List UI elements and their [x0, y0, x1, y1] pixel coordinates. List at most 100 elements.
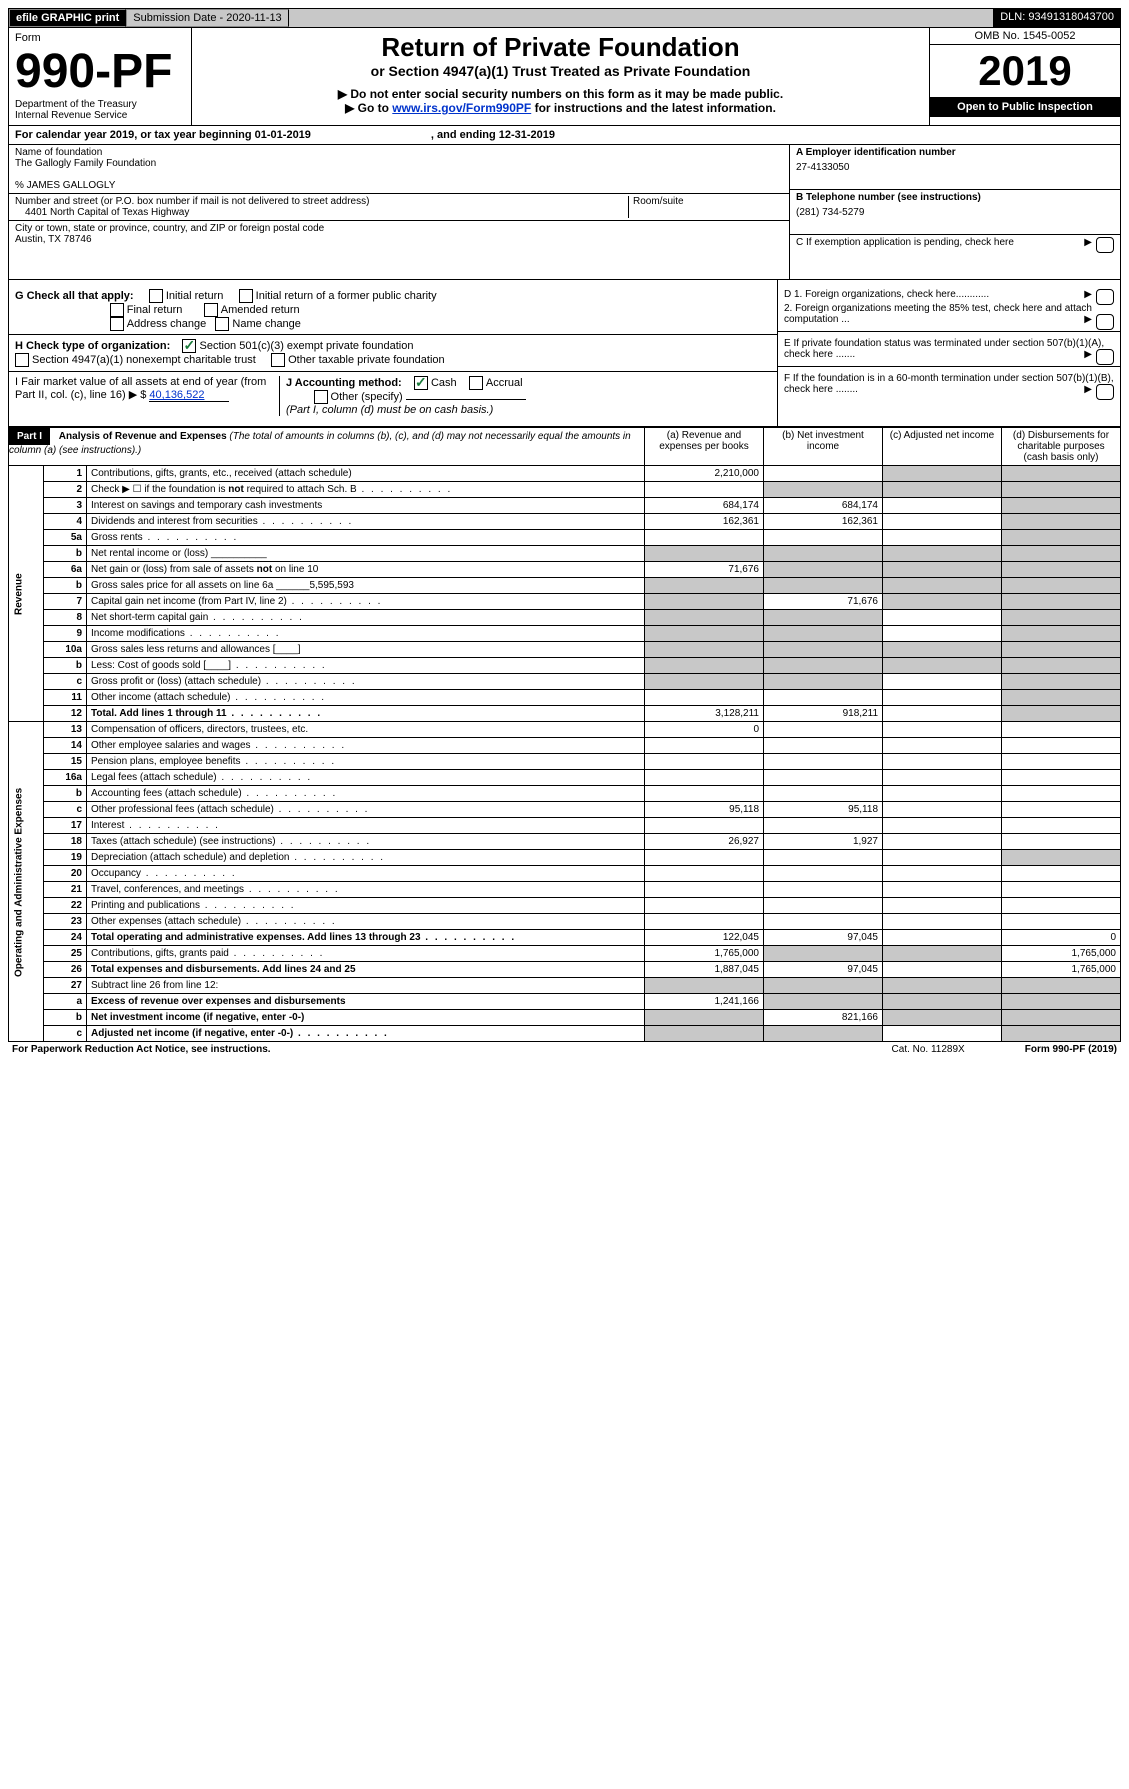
- table-row: 3Interest on savings and temporary cash …: [9, 498, 1121, 514]
- table-row: bNet investment income (if negative, ent…: [9, 1010, 1121, 1026]
- d2-checkbox[interactable]: [1096, 314, 1114, 330]
- d2-row: 2. Foreign organizations meeting the 85%…: [784, 303, 1114, 325]
- table-row: 10aGross sales less returns and allowanc…: [9, 642, 1121, 658]
- value-cell: [883, 818, 1002, 834]
- value-cell: [883, 946, 1002, 962]
- other-method-checkbox[interactable]: [314, 390, 328, 404]
- d2-label: 2. Foreign organizations meeting the 85%…: [784, 303, 1092, 325]
- value-cell: 1,887,045: [645, 962, 764, 978]
- amended-checkbox[interactable]: [204, 303, 218, 317]
- value-cell: 0: [1002, 930, 1121, 946]
- value-cell: [1002, 978, 1121, 994]
- line-description: Dividends and interest from securities: [87, 514, 645, 530]
- value-cell: [1002, 642, 1121, 658]
- table-row: 25Contributions, gifts, grants paid1,765…: [9, 946, 1121, 962]
- value-cell: [1002, 514, 1121, 530]
- part1-table: Part I Analysis of Revenue and Expenses …: [8, 427, 1121, 1042]
- cash-checkbox[interactable]: [414, 376, 428, 390]
- value-cell: [1002, 770, 1121, 786]
- table-row: bGross sales price for all assets on lin…: [9, 578, 1121, 594]
- other-taxable-checkbox[interactable]: [271, 353, 285, 367]
- opt-accrual: Accrual: [486, 377, 523, 389]
- j-label: J Accounting method:: [286, 377, 402, 389]
- efile-print-button[interactable]: efile GRAPHIC print: [9, 9, 126, 27]
- value-cell: [1002, 674, 1121, 690]
- value-cell: [645, 674, 764, 690]
- initial-former-checkbox[interactable]: [239, 289, 253, 303]
- table-row: bNet rental income or (loss) __________: [9, 546, 1121, 562]
- line-number: c: [44, 674, 87, 690]
- accrual-checkbox[interactable]: [469, 376, 483, 390]
- value-cell: [764, 850, 883, 866]
- f-checkbox[interactable]: [1096, 384, 1114, 400]
- d1-checkbox[interactable]: [1096, 289, 1114, 305]
- table-row: 24Total operating and administrative exp…: [9, 930, 1121, 946]
- part1-badge: Part I: [9, 428, 50, 445]
- line-number: 1: [44, 466, 87, 482]
- line-number: 10a: [44, 642, 87, 658]
- value-cell: [764, 738, 883, 754]
- value-cell: [764, 786, 883, 802]
- line-description: Other professional fees (attach schedule…: [87, 802, 645, 818]
- e-checkbox[interactable]: [1096, 349, 1114, 365]
- value-cell: [883, 898, 1002, 914]
- form990pf-link[interactable]: www.irs.gov/Form990PF: [392, 101, 531, 115]
- value-cell: 26,927: [645, 834, 764, 850]
- goto-post: for instructions and the latest informat…: [531, 101, 776, 115]
- 4947-checkbox[interactable]: [15, 353, 29, 367]
- line-number: 27: [44, 978, 87, 994]
- value-cell: [883, 690, 1002, 706]
- col-b-header: (b) Net investment income: [764, 428, 883, 466]
- table-row: 11Other income (attach schedule): [9, 690, 1121, 706]
- value-cell: [645, 690, 764, 706]
- exemption-checkbox[interactable]: [1096, 237, 1114, 253]
- submission-date[interactable]: Submission Date - 2020-11-13: [126, 9, 288, 27]
- line-description: Interest on savings and temporary cash i…: [87, 498, 645, 514]
- omb-number: OMB No. 1545-0052: [930, 28, 1120, 45]
- value-cell: 0: [645, 722, 764, 738]
- final-return-checkbox[interactable]: [110, 303, 124, 317]
- name-change-checkbox[interactable]: [215, 317, 229, 331]
- opt-other-method: Other (specify): [331, 391, 403, 403]
- initial-return-checkbox[interactable]: [149, 289, 163, 303]
- dept-treasury: Department of the Treasury: [15, 99, 185, 110]
- paperwork-notice: For Paperwork Reduction Act Notice, see …: [12, 1044, 271, 1055]
- 501c3-checkbox[interactable]: [182, 339, 196, 353]
- line-description: Other employee salaries and wages: [87, 738, 645, 754]
- value-cell: [645, 610, 764, 626]
- value-cell: [1002, 898, 1121, 914]
- value-cell: [764, 642, 883, 658]
- value-cell: [883, 914, 1002, 930]
- line-number: 23: [44, 914, 87, 930]
- fmv-link[interactable]: 40,136,522: [149, 389, 229, 402]
- col-c-header: (c) Adjusted net income: [883, 428, 1002, 466]
- value-cell: [883, 962, 1002, 978]
- j-note: (Part I, column (d) must be on cash basi…: [286, 404, 771, 416]
- table-row: 27Subtract line 26 from line 12:: [9, 978, 1121, 994]
- value-cell: [883, 802, 1002, 818]
- value-cell: [1002, 994, 1121, 1010]
- address-change-checkbox[interactable]: [110, 317, 124, 331]
- value-cell: [764, 626, 883, 642]
- table-row: 9Income modifications: [9, 626, 1121, 642]
- line-number: 5a: [44, 530, 87, 546]
- city-row: City or town, state or province, country…: [9, 221, 789, 247]
- table-row: 12Total. Add lines 1 through 113,128,211…: [9, 706, 1121, 722]
- line-description: Legal fees (attach schedule): [87, 770, 645, 786]
- foundation-name: The Gallogly Family Foundation: [15, 158, 783, 169]
- table-row: 14Other employee salaries and wages: [9, 738, 1121, 754]
- table-row: 20Occupancy: [9, 866, 1121, 882]
- value-cell: [883, 1026, 1002, 1042]
- value-cell: [883, 930, 1002, 946]
- value-cell: [645, 866, 764, 882]
- value-cell: [883, 466, 1002, 482]
- value-cell: 1,927: [764, 834, 883, 850]
- line-number: 22: [44, 898, 87, 914]
- city-label: City or town, state or province, country…: [15, 223, 783, 234]
- ein-value: 27-4133050: [796, 158, 1114, 173]
- value-cell: [764, 914, 883, 930]
- value-cell: [645, 754, 764, 770]
- opt-cash: Cash: [431, 377, 457, 389]
- table-row: 5aGross rents: [9, 530, 1121, 546]
- value-cell: [645, 898, 764, 914]
